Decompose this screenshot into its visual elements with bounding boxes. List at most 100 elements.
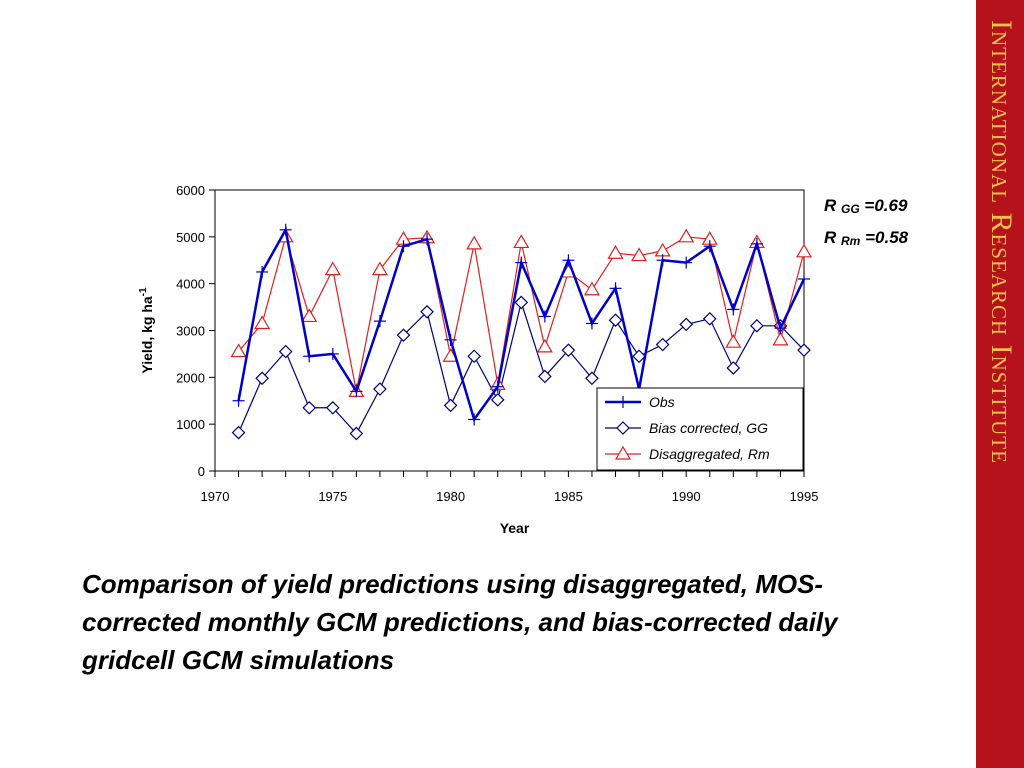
y-tick-label: 1000 bbox=[176, 417, 205, 432]
data-point-disaggregated-rm bbox=[607, 245, 624, 259]
data-point-obs bbox=[798, 272, 810, 285]
stat-r-gg-sub: GG bbox=[841, 202, 860, 216]
data-point-bias-corrected-gg bbox=[585, 371, 599, 386]
stat-r-rm: R Rm =0.58 bbox=[824, 228, 908, 248]
data-point-obs bbox=[750, 237, 763, 250]
x-tick-label: 1990 bbox=[672, 489, 701, 504]
data-point-disaggregated-rm bbox=[725, 334, 742, 348]
data-point-bias-corrected-gg bbox=[302, 400, 317, 415]
data-point-bias-corrected-gg bbox=[726, 361, 741, 375]
data-point-obs bbox=[609, 282, 622, 295]
y-tick-label: 5000 bbox=[176, 230, 205, 245]
data-point-bias-corrected-gg bbox=[373, 382, 387, 396]
data-point-obs bbox=[585, 317, 598, 330]
x-tick-label: 1995 bbox=[790, 489, 819, 504]
data-point-obs bbox=[421, 233, 434, 246]
y-axis-title-sup: -1 bbox=[138, 287, 149, 296]
data-point-disaggregated-rm bbox=[254, 315, 271, 330]
y-axis-title-main: Yield, kg ha bbox=[139, 296, 155, 373]
data-point-bias-corrected-gg bbox=[396, 328, 411, 343]
stat-r-rm-sub: Rm bbox=[841, 234, 861, 248]
y-axis-title: Yield, kg ha-1 bbox=[138, 287, 155, 374]
data-point-disaggregated-rm bbox=[513, 234, 530, 249]
stat-r-rm-prefix: R bbox=[824, 228, 837, 247]
data-point-disaggregated-rm bbox=[536, 338, 553, 353]
data-point-bias-corrected-gg bbox=[797, 343, 811, 358]
data-point-disaggregated-rm bbox=[654, 242, 671, 257]
data-point-disaggregated-rm bbox=[324, 261, 341, 276]
data-point-disaggregated-rm bbox=[772, 331, 789, 346]
x-axis-title: Year bbox=[500, 520, 530, 536]
stat-r-gg: R GG =0.69 bbox=[824, 196, 907, 216]
data-point-bias-corrected-gg bbox=[325, 400, 340, 415]
data-point-bias-corrected-gg bbox=[537, 369, 552, 384]
data-point-bias-corrected-gg bbox=[608, 313, 623, 328]
data-point-disaggregated-rm bbox=[230, 343, 247, 358]
stat-r-gg-prefix: R bbox=[824, 196, 837, 215]
data-point-bias-corrected-gg bbox=[255, 371, 269, 386]
data-point-obs bbox=[727, 303, 740, 316]
data-point-obs bbox=[256, 265, 269, 278]
data-point-obs bbox=[232, 394, 245, 407]
y-tick-label: 3000 bbox=[176, 324, 205, 339]
data-point-bias-corrected-gg bbox=[443, 398, 458, 413]
data-point-bias-corrected-gg bbox=[750, 318, 764, 333]
x-tick-label: 1975 bbox=[318, 489, 347, 504]
data-point-obs bbox=[491, 380, 504, 393]
y-tick-label: 2000 bbox=[176, 370, 205, 385]
data-point-obs bbox=[515, 256, 528, 269]
y-tick-label: 4000 bbox=[176, 277, 205, 292]
legend-label-bias-corrected-gg: Bias corrected, GG bbox=[649, 420, 768, 436]
legend: Obs Bias corrected, GG Disaggregated, Rm bbox=[596, 387, 804, 471]
y-tick-label: 6000 bbox=[176, 183, 205, 198]
figure-caption: Comparison of yield predictions using di… bbox=[82, 569, 838, 675]
data-point-bias-corrected-gg bbox=[679, 317, 694, 332]
data-point-obs bbox=[656, 254, 669, 267]
data-point-obs bbox=[468, 413, 481, 426]
series-disaggregated-rm bbox=[230, 228, 813, 397]
data-point-obs bbox=[397, 240, 410, 253]
data-point-bias-corrected-gg bbox=[349, 426, 364, 441]
x-tick-label: 1985 bbox=[554, 489, 583, 504]
data-point-disaggregated-rm bbox=[678, 228, 695, 243]
data-point-obs bbox=[350, 385, 363, 398]
data-point-disaggregated-rm bbox=[371, 261, 388, 276]
data-point-bias-corrected-gg bbox=[655, 337, 670, 352]
data-point-bias-corrected-gg bbox=[278, 344, 293, 359]
data-point-bias-corrected-gg bbox=[490, 392, 505, 407]
data-point-bias-corrected-gg bbox=[467, 349, 482, 364]
data-point-obs bbox=[774, 322, 787, 335]
data-point-obs bbox=[303, 350, 316, 363]
data-point-disaggregated-rm bbox=[795, 243, 813, 258]
stat-r-rm-value: =0.58 bbox=[865, 228, 909, 247]
x-axis: 1970 1975 1980 1985 1990 1995 bbox=[201, 471, 819, 504]
data-point-obs bbox=[279, 223, 292, 236]
data-point-bias-corrected-gg bbox=[702, 311, 717, 326]
data-point-bias-corrected-gg bbox=[632, 349, 646, 364]
data-point-disaggregated-rm bbox=[583, 281, 601, 296]
data-point-obs bbox=[326, 347, 339, 360]
series-obs bbox=[232, 223, 810, 426]
data-point-disaggregated-rm bbox=[466, 235, 483, 250]
data-point-obs bbox=[562, 254, 575, 267]
x-tick-label: 1970 bbox=[201, 489, 230, 504]
data-point-bias-corrected-gg bbox=[561, 343, 576, 358]
stat-r-gg-value: =0.69 bbox=[864, 196, 908, 215]
x-tick-label: 1980 bbox=[436, 489, 465, 504]
series-layer bbox=[230, 223, 813, 441]
data-point-obs bbox=[703, 240, 716, 253]
legend-marker-obs bbox=[617, 396, 629, 408]
data-point-bias-corrected-gg bbox=[420, 304, 434, 319]
legend-label-obs: Obs bbox=[649, 394, 675, 410]
data-point-disaggregated-rm bbox=[301, 308, 318, 323]
legend-marker-disaggregated-rm bbox=[614, 445, 632, 460]
y-axis: 0 1000 2000 3000 4000 5000 6000 bbox=[176, 183, 215, 479]
legend-marker-bias-corrected-gg bbox=[616, 421, 630, 435]
data-point-bias-corrected-gg bbox=[514, 295, 529, 310]
data-point-obs bbox=[373, 315, 386, 328]
brand-band bbox=[976, 0, 1024, 768]
data-point-obs bbox=[538, 310, 551, 323]
brand-text: International Research Institute bbox=[985, 20, 1018, 464]
y-tick-label: 0 bbox=[198, 464, 205, 479]
